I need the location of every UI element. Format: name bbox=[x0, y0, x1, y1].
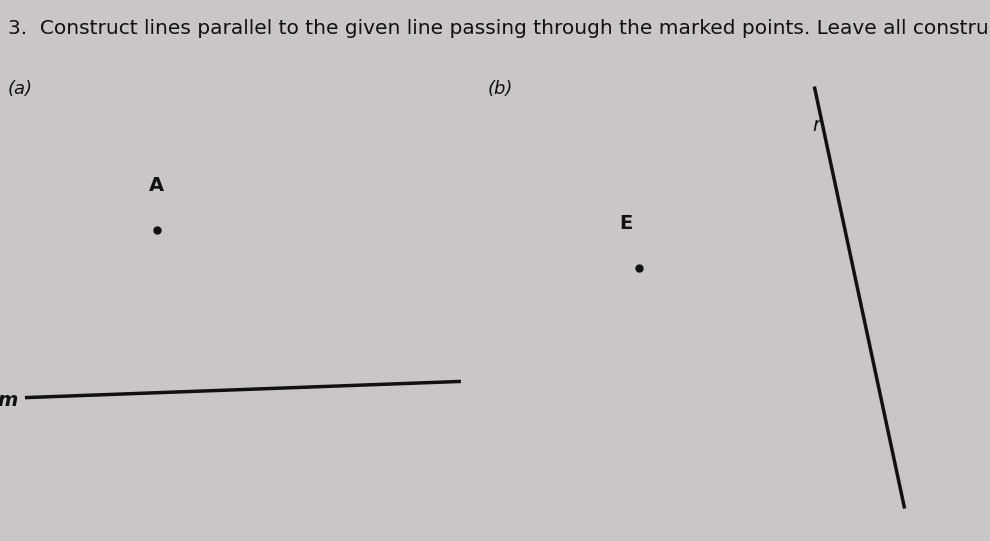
Text: 3.  Construct lines parallel to the given line passing through the marked points: 3. Construct lines parallel to the given… bbox=[8, 19, 990, 38]
Text: A: A bbox=[148, 176, 164, 195]
Text: E: E bbox=[620, 214, 633, 233]
Text: (b): (b) bbox=[488, 80, 513, 98]
Text: (a): (a) bbox=[8, 80, 33, 98]
Text: m: m bbox=[0, 391, 17, 410]
Text: r: r bbox=[812, 116, 821, 135]
